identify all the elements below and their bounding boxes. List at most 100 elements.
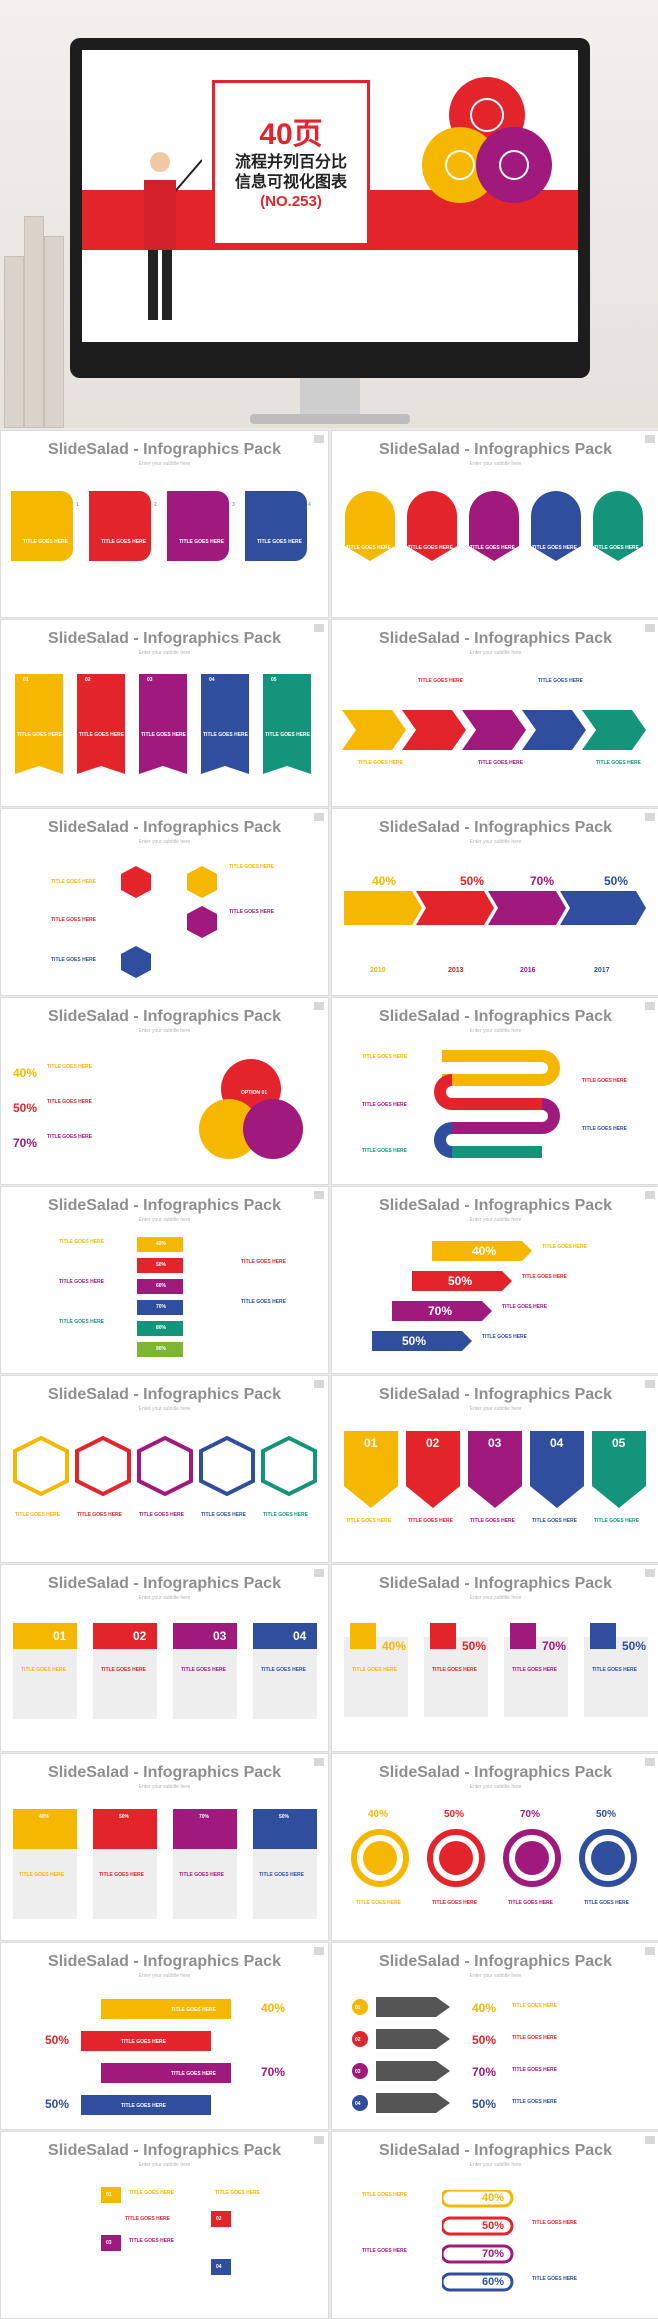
slide-17: SlideSalad - Infographics Pack Enter you… (0, 1942, 329, 2130)
slide-12: SlideSalad - Infographics Pack Enter you… (331, 1375, 658, 1563)
ribbon-graphic (101, 2187, 231, 2275)
number-label: 02 (216, 2216, 222, 2222)
card-label: TITLE GOES HERE (512, 1667, 558, 1673)
corner-mark (645, 2136, 655, 2144)
slide-title: SlideSalad - Infographics Pack (379, 1197, 612, 1214)
pentagon-label: TITLE GOES HERE (594, 1518, 640, 1524)
bar-label: TITLE GOES HERE (171, 2007, 217, 2013)
item-label: TITLE GOES HERE (59, 1279, 105, 1285)
hero-banner: 40页 流程并列百分比 信息可视化图表 (NO.253) (0, 0, 658, 428)
number-label: 04 (209, 677, 215, 683)
percent-label: 40% (368, 1809, 389, 1820)
snake-label: TITLE GOES HERE (582, 1078, 628, 1084)
slide-title: SlideSalad - Infographics Pack (379, 441, 612, 458)
slide-3: SlideSalad - Infographics Pack Enter you… (0, 619, 329, 807)
corner-mark (314, 1002, 324, 1010)
item-label: TITLE GOES HERE (502, 1304, 548, 1310)
slide-title: SlideSalad - Infographics Pack (379, 630, 612, 647)
slide-title: SlideSalad - Infographics Pack (379, 2142, 612, 2159)
card-label: TITLE GOES HERE (21, 1667, 67, 1673)
number-label: 02 (355, 2037, 361, 2043)
percent-label: 70% (156, 1304, 167, 1310)
card-label: TITLE GOES HERE (592, 1667, 638, 1673)
number-label: 02 (426, 1436, 440, 1450)
hex-label: TITLE GOES HERE (229, 864, 275, 870)
slide-subtitle: Enter your subtitle here (138, 2162, 191, 2168)
card-label: TITLE GOES HERE (19, 1872, 65, 1878)
corner-mark (314, 1191, 324, 1199)
slide-subtitle: Enter your subtitle here (469, 839, 522, 845)
percent-label: 50% (462, 1639, 487, 1653)
chevron-label: TITLE GOES HERE (596, 760, 642, 766)
card-label: TITLE GOES HERE (101, 1667, 147, 1673)
snake-label: TITLE GOES HERE (582, 1126, 628, 1132)
item-label: TITLE GOES HERE (241, 1259, 287, 1265)
hex-label: TITLE GOES HERE (51, 917, 97, 923)
item-label: TITLE GOES HERE (47, 1099, 93, 1105)
pct-cards2-graphic (13, 1809, 317, 1919)
item-label: TITLE GOES HERE (482, 1334, 528, 1340)
tab-label: TITLE GOES HERE (179, 539, 225, 545)
chevron-label: TITLE GOES HERE (418, 678, 464, 684)
number-label: 01 (355, 2005, 361, 2011)
step-number: 1 (76, 502, 79, 508)
percent-label: 70% (530, 874, 555, 888)
hex-outline-graphic (13, 1436, 317, 1496)
number-label: 02 (133, 1629, 147, 1643)
percent-label: 90% (156, 1346, 167, 1352)
percent-label: 70% (482, 2248, 505, 2260)
slide-subtitle: Enter your subtitle here (469, 1217, 522, 1223)
number-label: 03 (147, 677, 153, 683)
pentagon-label: TITLE GOES HERE (470, 1518, 516, 1524)
corner-mark (645, 813, 655, 821)
slide-subtitle: Enter your subtitle here (138, 1217, 191, 1223)
number-label: 04 (293, 1629, 307, 1643)
number-label: 04 (550, 1436, 564, 1450)
banner-label: TITLE GOES HERE (17, 732, 63, 738)
monitor-screen: 40页 流程并列百分比 信息可视化图表 (NO.253) (82, 50, 578, 342)
timeline-graphic (344, 891, 646, 925)
slide-13: SlideSalad - Infographics Pack Enter you… (0, 1564, 329, 1752)
tab-label: TITLE GOES HERE (23, 539, 69, 545)
slide-subtitle: Enter your subtitle here (469, 1784, 522, 1790)
percent-label: 50% (13, 1101, 38, 1115)
slide-title: SlideSalad - Infographics Pack (379, 1008, 612, 1025)
hex-outline-label: TITLE GOES HERE (139, 1512, 185, 1518)
item-label: TITLE GOES HERE (215, 2190, 261, 2196)
slide-7: SlideSalad - Infographics Pack Enter you… (0, 997, 329, 1185)
pentagon-label: TITLE GOES HERE (408, 1518, 454, 1524)
slide-1: SlideSalad - Infographics Pack Enter you… (0, 430, 329, 618)
monitor-stand (300, 378, 360, 418)
percent-label: 70% (13, 1136, 38, 1150)
item-label: TITLE GOES HERE (532, 2276, 578, 2282)
percent-label: 50% (156, 1262, 167, 1268)
card-label: TITLE GOES HERE (352, 1667, 398, 1673)
stack-graphic (137, 1237, 183, 1357)
pentagons-graphic (344, 1431, 646, 1508)
card-label: TITLE GOES HERE (432, 1667, 478, 1673)
item-label: TITLE GOES HERE (532, 2220, 578, 2226)
hex-outline-label: TITLE GOES HERE (263, 1512, 309, 1518)
step-number: 2 (154, 502, 157, 508)
snake-label: TITLE GOES HERE (362, 1148, 408, 1154)
number-label: 02 (85, 677, 91, 683)
number-label: 03 (355, 2069, 361, 2075)
bar-label: TITLE GOES HERE (121, 2039, 167, 2045)
slide-title: SlideSalad - Infographics Pack (48, 2142, 281, 2159)
percent-label: 50% (460, 874, 485, 888)
ring-label: TITLE GOES HERE (356, 1900, 402, 1906)
percent-label: 70% (428, 1304, 453, 1318)
slide-2: SlideSalad - Infographics Pack Enter you… (331, 430, 658, 618)
slide-subtitle: Enter your subtitle here (469, 2162, 522, 2168)
slide-subtitle: Enter your subtitle here (469, 1406, 522, 1412)
pentagon-label: TITLE GOES HERE (346, 1518, 392, 1524)
card-label: TITLE GOES HERE (259, 1872, 305, 1878)
percent-label: 50% (596, 1809, 617, 1820)
corner-mark (314, 1569, 324, 1577)
card-label: TITLE GOES HERE (261, 1667, 307, 1673)
percent-label: 70% (199, 1814, 210, 1820)
corner-mark (645, 1191, 655, 1199)
hex-label: TITLE GOES HERE (51, 957, 97, 963)
percent-label: 50% (604, 874, 629, 888)
card-label: TITLE GOES HERE (179, 1872, 225, 1878)
